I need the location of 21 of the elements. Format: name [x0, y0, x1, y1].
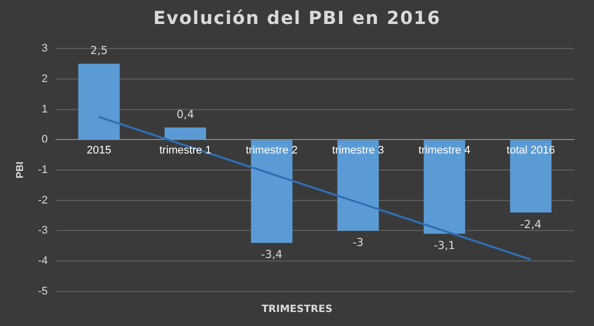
data-label: -2,4 — [520, 218, 542, 231]
x-tick-label: 2015 — [86, 144, 112, 156]
data-label: 2,5 — [90, 44, 108, 58]
data-label: -3 — [352, 236, 364, 250]
y-tick-label: -2 — [38, 194, 48, 206]
bar — [78, 64, 120, 140]
data-label: 0,4 — [176, 108, 194, 121]
data-label: -3,4 — [260, 248, 282, 262]
y-tick-label: 1 — [42, 103, 48, 116]
bar — [164, 128, 206, 140]
chart-title: Evolución del PBI en 2016 — [152, 7, 442, 31]
y-tick-label: -1 — [38, 164, 48, 176]
y-tick-label: 3 — [42, 42, 48, 55]
y-tick-label: -3 — [38, 224, 48, 237]
y-axis-title: PBI — [14, 161, 26, 178]
x-axis-title: TRIMESTRES — [260, 304, 334, 315]
data-label: -3,1 — [434, 239, 456, 252]
y-tick-label: 2 — [42, 72, 48, 85]
y-tick-label: 0 — [42, 134, 48, 146]
y-tick-label: -5 — [38, 285, 48, 298]
y-tick-label: -4 — [38, 255, 48, 268]
